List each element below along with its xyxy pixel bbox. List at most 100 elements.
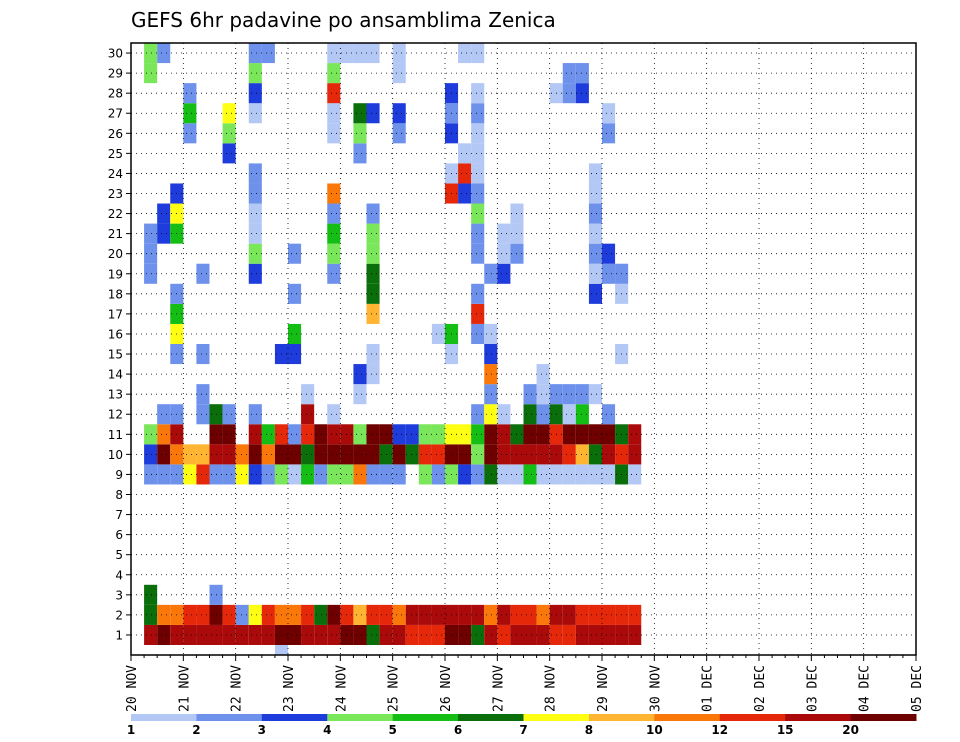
heatmap-cell: [484, 424, 498, 445]
heatmap-cell: [588, 444, 602, 465]
heatmap-cell: [536, 464, 550, 485]
heatmap-cell: [471, 243, 485, 264]
x-axis: 20 NOV 21 NOV 22 NOV 23 NOV 24 NOV 25 NOV 26 N…: [125, 655, 925, 712]
heatmap-cell: [471, 444, 485, 465]
heatmap-cell: [562, 604, 576, 625]
heatmap-cell: [353, 43, 367, 64]
heatmap-cell: [157, 464, 171, 485]
heatmap-cell: [536, 444, 550, 465]
heatmap-cell: [366, 43, 380, 64]
y-tick-label: 25: [108, 147, 123, 161]
heatmap-cell: [144, 263, 158, 284]
heatmap-cell: [575, 444, 589, 465]
heatmap-cell: [327, 123, 341, 144]
heatmap-cell: [536, 604, 550, 625]
heatmap-cell: [418, 624, 432, 645]
heatmap-cell: [222, 404, 236, 425]
y-tick-label: 28: [108, 87, 123, 101]
heatmap-cell: [288, 464, 302, 485]
heatmap-cell: [353, 624, 367, 645]
heatmap-cell: [261, 43, 275, 64]
y-tick-label: 6: [115, 528, 123, 542]
heatmap-cell: [327, 424, 341, 445]
heatmap-cell: [536, 424, 550, 445]
heatmap-cell: [602, 103, 616, 124]
heatmap-cell: [196, 404, 210, 425]
heatmap-cell: [405, 604, 419, 625]
heatmap-cell: [602, 123, 616, 144]
heatmap-cell: [602, 444, 616, 465]
heatmap-cell: [248, 183, 262, 204]
y-tick-label: 1: [115, 628, 123, 642]
y-tick-label: 4: [115, 568, 123, 582]
colorbar-label: 7: [519, 723, 527, 737]
y-axis: 1234567891011121314151617181920212223242…: [108, 47, 131, 642]
heatmap-cell: [523, 384, 537, 405]
heatmap-cell: [353, 424, 367, 445]
heatmap-cell: [458, 624, 472, 645]
heatmap-cell: [196, 263, 210, 284]
heatmap-cell: [602, 263, 616, 284]
heatmap-cell: [366, 283, 380, 304]
heatmap-cell: [353, 123, 367, 144]
heatmap-cell: [602, 604, 616, 625]
heatmap-cell: [458, 183, 472, 204]
colorbar-label: 4: [323, 723, 331, 737]
colorbar-swatch: [523, 714, 590, 721]
heatmap-cell: [628, 464, 642, 485]
heatmap-cell: [157, 43, 171, 64]
heatmap-cell: [366, 243, 380, 264]
heatmap-cell: [235, 464, 249, 485]
heatmap-cell: [536, 624, 550, 645]
heatmap-cell: [602, 464, 616, 485]
heatmap-cell: [353, 444, 367, 465]
heatmap-cell: [222, 604, 236, 625]
heatmap-cell: [431, 624, 445, 645]
heatmap-cell: [588, 384, 602, 405]
heatmap-cell: [288, 604, 302, 625]
heatmap-cell: [392, 63, 406, 84]
heatmap-cell: [458, 604, 472, 625]
heatmap-cell: [327, 624, 341, 645]
y-tick-label: 17: [108, 307, 123, 321]
heatmap-cell: [431, 444, 445, 465]
heatmap-cell: [588, 223, 602, 244]
x-tick-label: 05 DEC: [910, 665, 925, 712]
y-tick-label: 7: [115, 508, 123, 522]
heatmap-cell: [353, 604, 367, 625]
heatmap-cell: [392, 123, 406, 144]
x-tick-label: 01 DEC: [701, 665, 716, 712]
heatmap-cell: [144, 584, 158, 605]
heatmap-cell: [588, 183, 602, 204]
colorbar-swatch: [654, 714, 721, 721]
heatmap-cell: [183, 123, 197, 144]
heatmap-cell: [458, 163, 472, 184]
colorbar-swatch: [785, 714, 852, 721]
heatmap-cell: [274, 645, 288, 655]
heatmap-cell: [248, 424, 262, 445]
heatmap-cell: [588, 424, 602, 445]
heatmap-cell: [327, 604, 341, 625]
heatmap-cell: [301, 624, 315, 645]
heatmap-cell: [222, 123, 236, 144]
heatmap-cell: [588, 604, 602, 625]
heatmap-cell: [248, 163, 262, 184]
x-tick-label: 03 DEC: [805, 665, 820, 712]
heatmap-cell: [602, 624, 616, 645]
heatmap-cell: [392, 424, 406, 445]
heatmap-cell: [392, 103, 406, 124]
colorbar-label: 8: [585, 723, 593, 737]
y-tick-label: 11: [108, 428, 123, 442]
heatmap-cell: [392, 624, 406, 645]
x-tick-label: 24 NOV: [334, 665, 349, 712]
heatmap-cell: [288, 323, 302, 344]
heatmap-cell: [471, 143, 485, 164]
heatmap-cell: [405, 424, 419, 445]
heatmap-cell: [144, 223, 158, 244]
heatmap-cell: [157, 424, 171, 445]
heatmap-cell: [222, 103, 236, 124]
y-tick-label: 27: [108, 107, 123, 121]
chart-title: GEFS 6hr padavine po ansamblima Zenica: [131, 8, 556, 32]
heatmap-cell: [157, 223, 171, 244]
y-tick-label: 24: [108, 167, 123, 181]
